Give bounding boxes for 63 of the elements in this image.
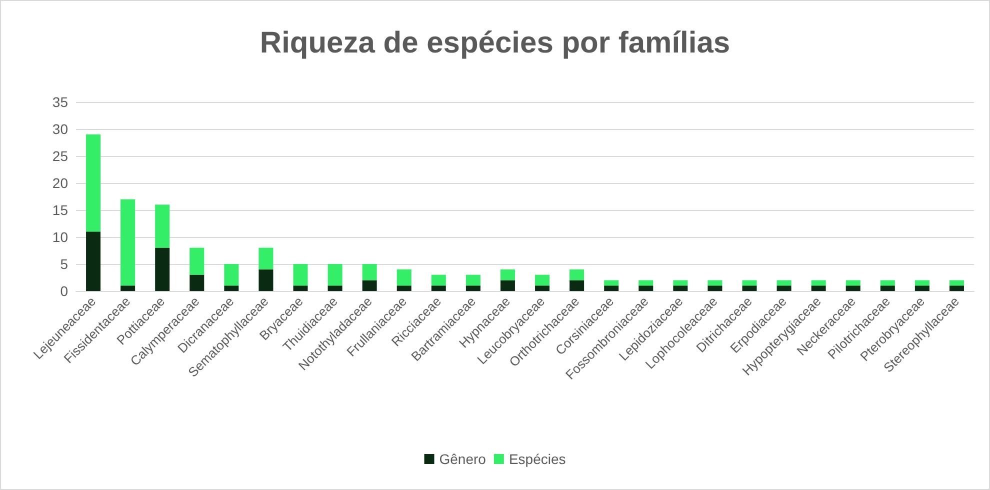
bar [190,248,204,275]
chart-title: Riqueza de espécies por famílias [260,26,730,60]
bar [880,286,895,291]
bar [293,264,308,286]
bar [396,269,412,286]
bar [86,232,101,291]
bar [500,269,515,280]
bar [570,280,584,291]
bar [155,204,170,248]
bar [258,269,274,291]
bar [362,280,377,291]
bar [293,286,308,291]
bar [776,286,792,291]
bar [811,286,826,291]
bar [949,280,964,286]
bar [638,280,654,286]
bar [224,264,239,286]
bar [846,280,860,286]
bar [673,280,688,286]
bar [120,199,136,286]
bar [431,274,446,286]
bar [328,264,342,286]
y-tick-label: 10 [52,229,68,245]
bar [155,248,170,291]
bar [224,286,239,291]
bar [86,134,101,232]
y-tick-label: 20 [52,175,68,191]
y-tick-label: 0 [60,283,68,299]
bar [880,280,895,286]
bar [190,274,204,291]
bar [673,286,688,291]
y-tick-label: 25 [52,148,68,164]
bar [742,280,757,286]
bar [914,280,930,286]
bar [258,248,274,270]
bar [742,286,757,291]
bar [638,286,654,291]
y-tick-label: 5 [60,256,68,272]
bar [811,280,826,286]
legend-label: Espécies [508,451,566,467]
bar [949,286,964,291]
bar [535,274,550,286]
bar [570,269,584,280]
bar [708,286,722,291]
bar [396,286,412,291]
legend-label: Gênero [439,451,486,467]
bar [708,280,722,286]
bar [846,286,860,291]
bar [535,286,550,291]
y-tick-label: 30 [52,121,68,137]
bar [776,280,792,286]
bar [604,280,619,286]
bar [431,286,446,291]
bar [466,286,480,291]
y-tick-label: 15 [52,202,68,218]
bar [914,286,930,291]
bar [466,274,480,286]
bar [120,286,136,291]
bar [328,286,342,291]
bar [500,280,515,291]
y-tick-label: 35 [52,94,68,110]
bar [604,286,619,291]
bar [362,264,377,280]
